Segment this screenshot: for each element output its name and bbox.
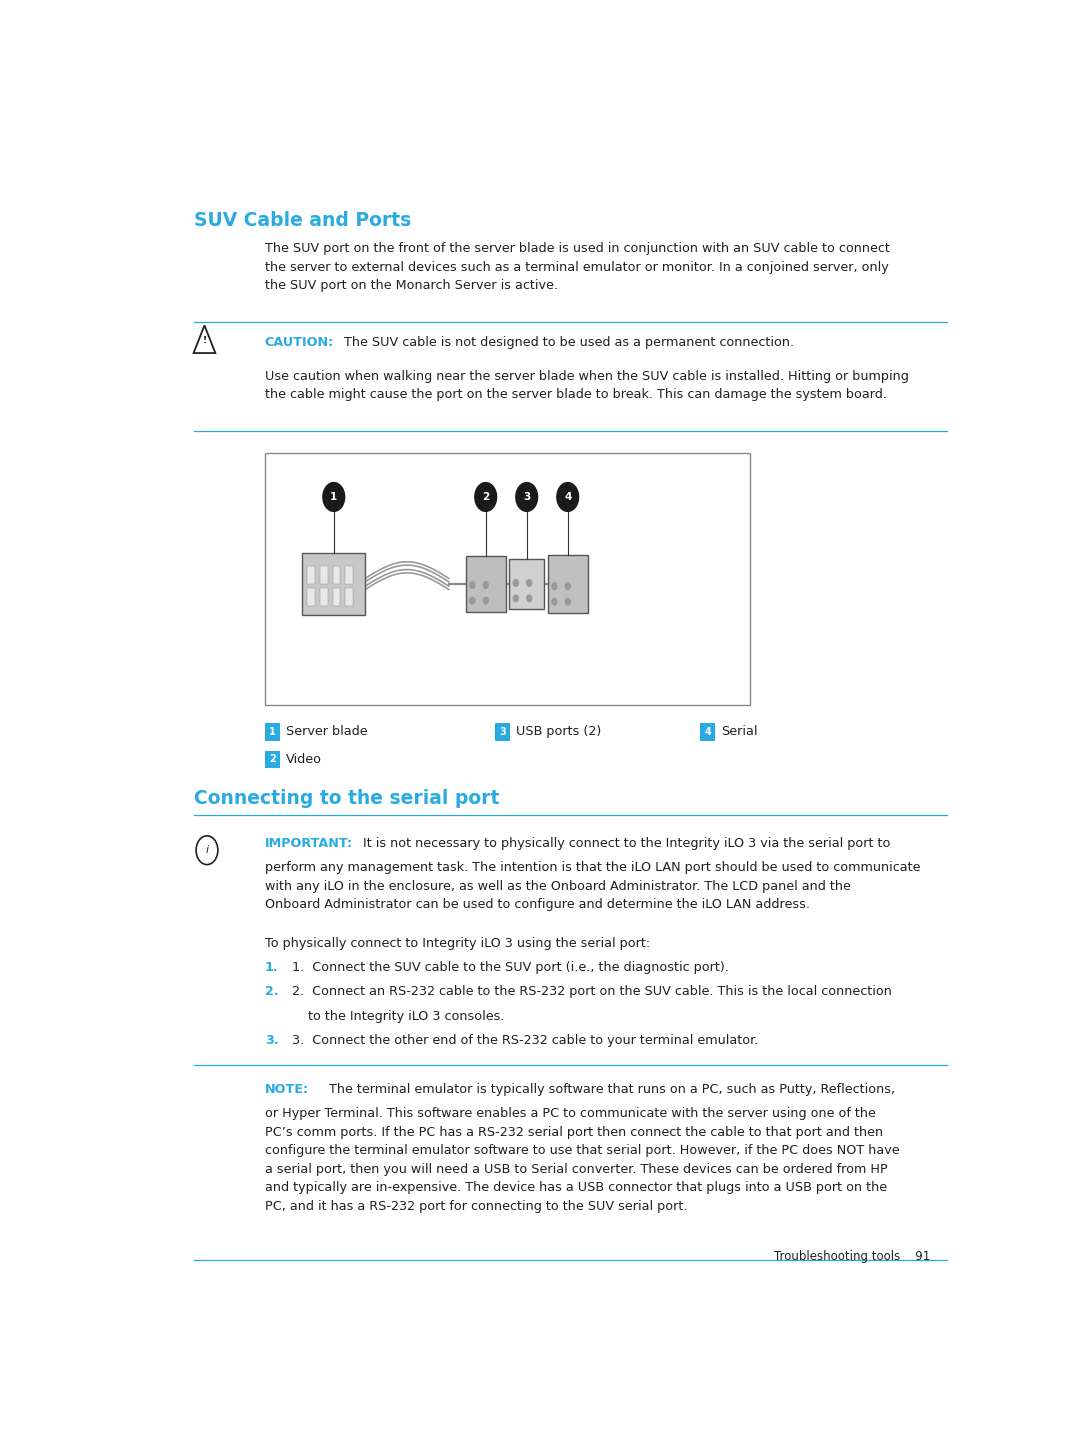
Circle shape bbox=[513, 595, 518, 601]
Text: to the Integrity iLO 3 consoles.: to the Integrity iLO 3 consoles. bbox=[293, 1009, 504, 1022]
Text: Connecting to the serial port: Connecting to the serial port bbox=[193, 789, 499, 808]
Text: Video: Video bbox=[285, 752, 322, 766]
Text: 3.  Connect the other end of the RS-232 cable to your terminal emulator.: 3. Connect the other end of the RS-232 c… bbox=[293, 1034, 759, 1047]
Bar bbox=[308, 567, 315, 584]
Text: IMPORTANT:: IMPORTANT: bbox=[265, 837, 353, 850]
Circle shape bbox=[552, 598, 557, 605]
Text: i: i bbox=[205, 846, 208, 856]
Text: SUV Cable and Ports: SUV Cable and Ports bbox=[193, 211, 410, 230]
Text: 1.  Connect the SUV cable to the SUV port (i.e., the diagnostic port).: 1. Connect the SUV cable to the SUV port… bbox=[293, 961, 729, 974]
Bar bbox=[465, 557, 505, 611]
Bar bbox=[509, 558, 544, 610]
Bar bbox=[333, 567, 340, 584]
Bar bbox=[495, 723, 510, 741]
Circle shape bbox=[470, 582, 475, 588]
Bar bbox=[302, 554, 365, 615]
Text: The SUV cable is not designed to be used as a permanent connection.: The SUV cable is not designed to be used… bbox=[336, 336, 794, 349]
Text: It is not necessary to physically connect to the Integrity iLO 3 via the serial : It is not necessary to physically connec… bbox=[355, 837, 891, 850]
Text: 4: 4 bbox=[704, 726, 711, 736]
Circle shape bbox=[483, 582, 488, 588]
Text: 1: 1 bbox=[269, 726, 275, 736]
Text: NOTE:: NOTE: bbox=[265, 1083, 309, 1096]
Bar bbox=[320, 567, 327, 584]
Text: The SUV port on the front of the server blade is used in conjunction with an SUV: The SUV port on the front of the server … bbox=[265, 243, 890, 292]
Text: 4: 4 bbox=[564, 492, 571, 502]
Bar bbox=[265, 751, 280, 768]
Text: 2: 2 bbox=[269, 755, 275, 765]
Text: Server blade: Server blade bbox=[285, 725, 367, 738]
Bar bbox=[333, 588, 340, 607]
Circle shape bbox=[470, 597, 475, 604]
Bar bbox=[548, 555, 588, 613]
Text: 3: 3 bbox=[523, 492, 530, 502]
Text: 2.: 2. bbox=[265, 985, 279, 998]
Bar bbox=[346, 588, 352, 607]
Text: 3.: 3. bbox=[265, 1034, 279, 1047]
Circle shape bbox=[516, 483, 538, 512]
Bar bbox=[308, 588, 315, 607]
Bar bbox=[320, 588, 327, 607]
Circle shape bbox=[475, 483, 497, 512]
Circle shape bbox=[565, 598, 570, 605]
Circle shape bbox=[513, 580, 518, 587]
Circle shape bbox=[323, 483, 345, 512]
Text: To physically connect to Integrity iLO 3 using the serial port:: To physically connect to Integrity iLO 3… bbox=[265, 936, 650, 949]
Text: 1: 1 bbox=[330, 492, 337, 502]
Text: Use caution when walking near the server blade when the SUV cable is installed. : Use caution when walking near the server… bbox=[265, 370, 908, 401]
Text: perform any management task. The intention is that the iLO LAN port should be us: perform any management task. The intenti… bbox=[265, 861, 920, 912]
Circle shape bbox=[527, 580, 531, 587]
Text: Serial: Serial bbox=[721, 725, 757, 738]
Circle shape bbox=[565, 582, 570, 590]
Text: !: ! bbox=[202, 336, 206, 345]
Bar bbox=[700, 723, 715, 741]
Circle shape bbox=[527, 595, 531, 601]
Text: 2: 2 bbox=[482, 492, 489, 502]
Bar bbox=[265, 453, 751, 705]
Text: 3: 3 bbox=[499, 726, 505, 736]
Bar bbox=[265, 723, 280, 741]
Circle shape bbox=[483, 597, 488, 604]
Bar bbox=[346, 567, 352, 584]
Circle shape bbox=[552, 582, 557, 590]
Text: 2.  Connect an RS-232 cable to the RS-232 port on the SUV cable. This is the loc: 2. Connect an RS-232 cable to the RS-232… bbox=[293, 985, 892, 998]
Text: 1.: 1. bbox=[265, 961, 279, 974]
Text: USB ports (2): USB ports (2) bbox=[516, 725, 602, 738]
Text: or Hyper Terminal. This software enables a PC to communicate with the server usi: or Hyper Terminal. This software enables… bbox=[265, 1107, 900, 1212]
Text: CAUTION:: CAUTION: bbox=[265, 336, 334, 349]
Text: Troubleshooting tools    91: Troubleshooting tools 91 bbox=[774, 1250, 930, 1263]
Circle shape bbox=[557, 483, 579, 512]
Text: The terminal emulator is typically software that runs on a PC, such as Putty, Re: The terminal emulator is typically softw… bbox=[318, 1083, 895, 1096]
